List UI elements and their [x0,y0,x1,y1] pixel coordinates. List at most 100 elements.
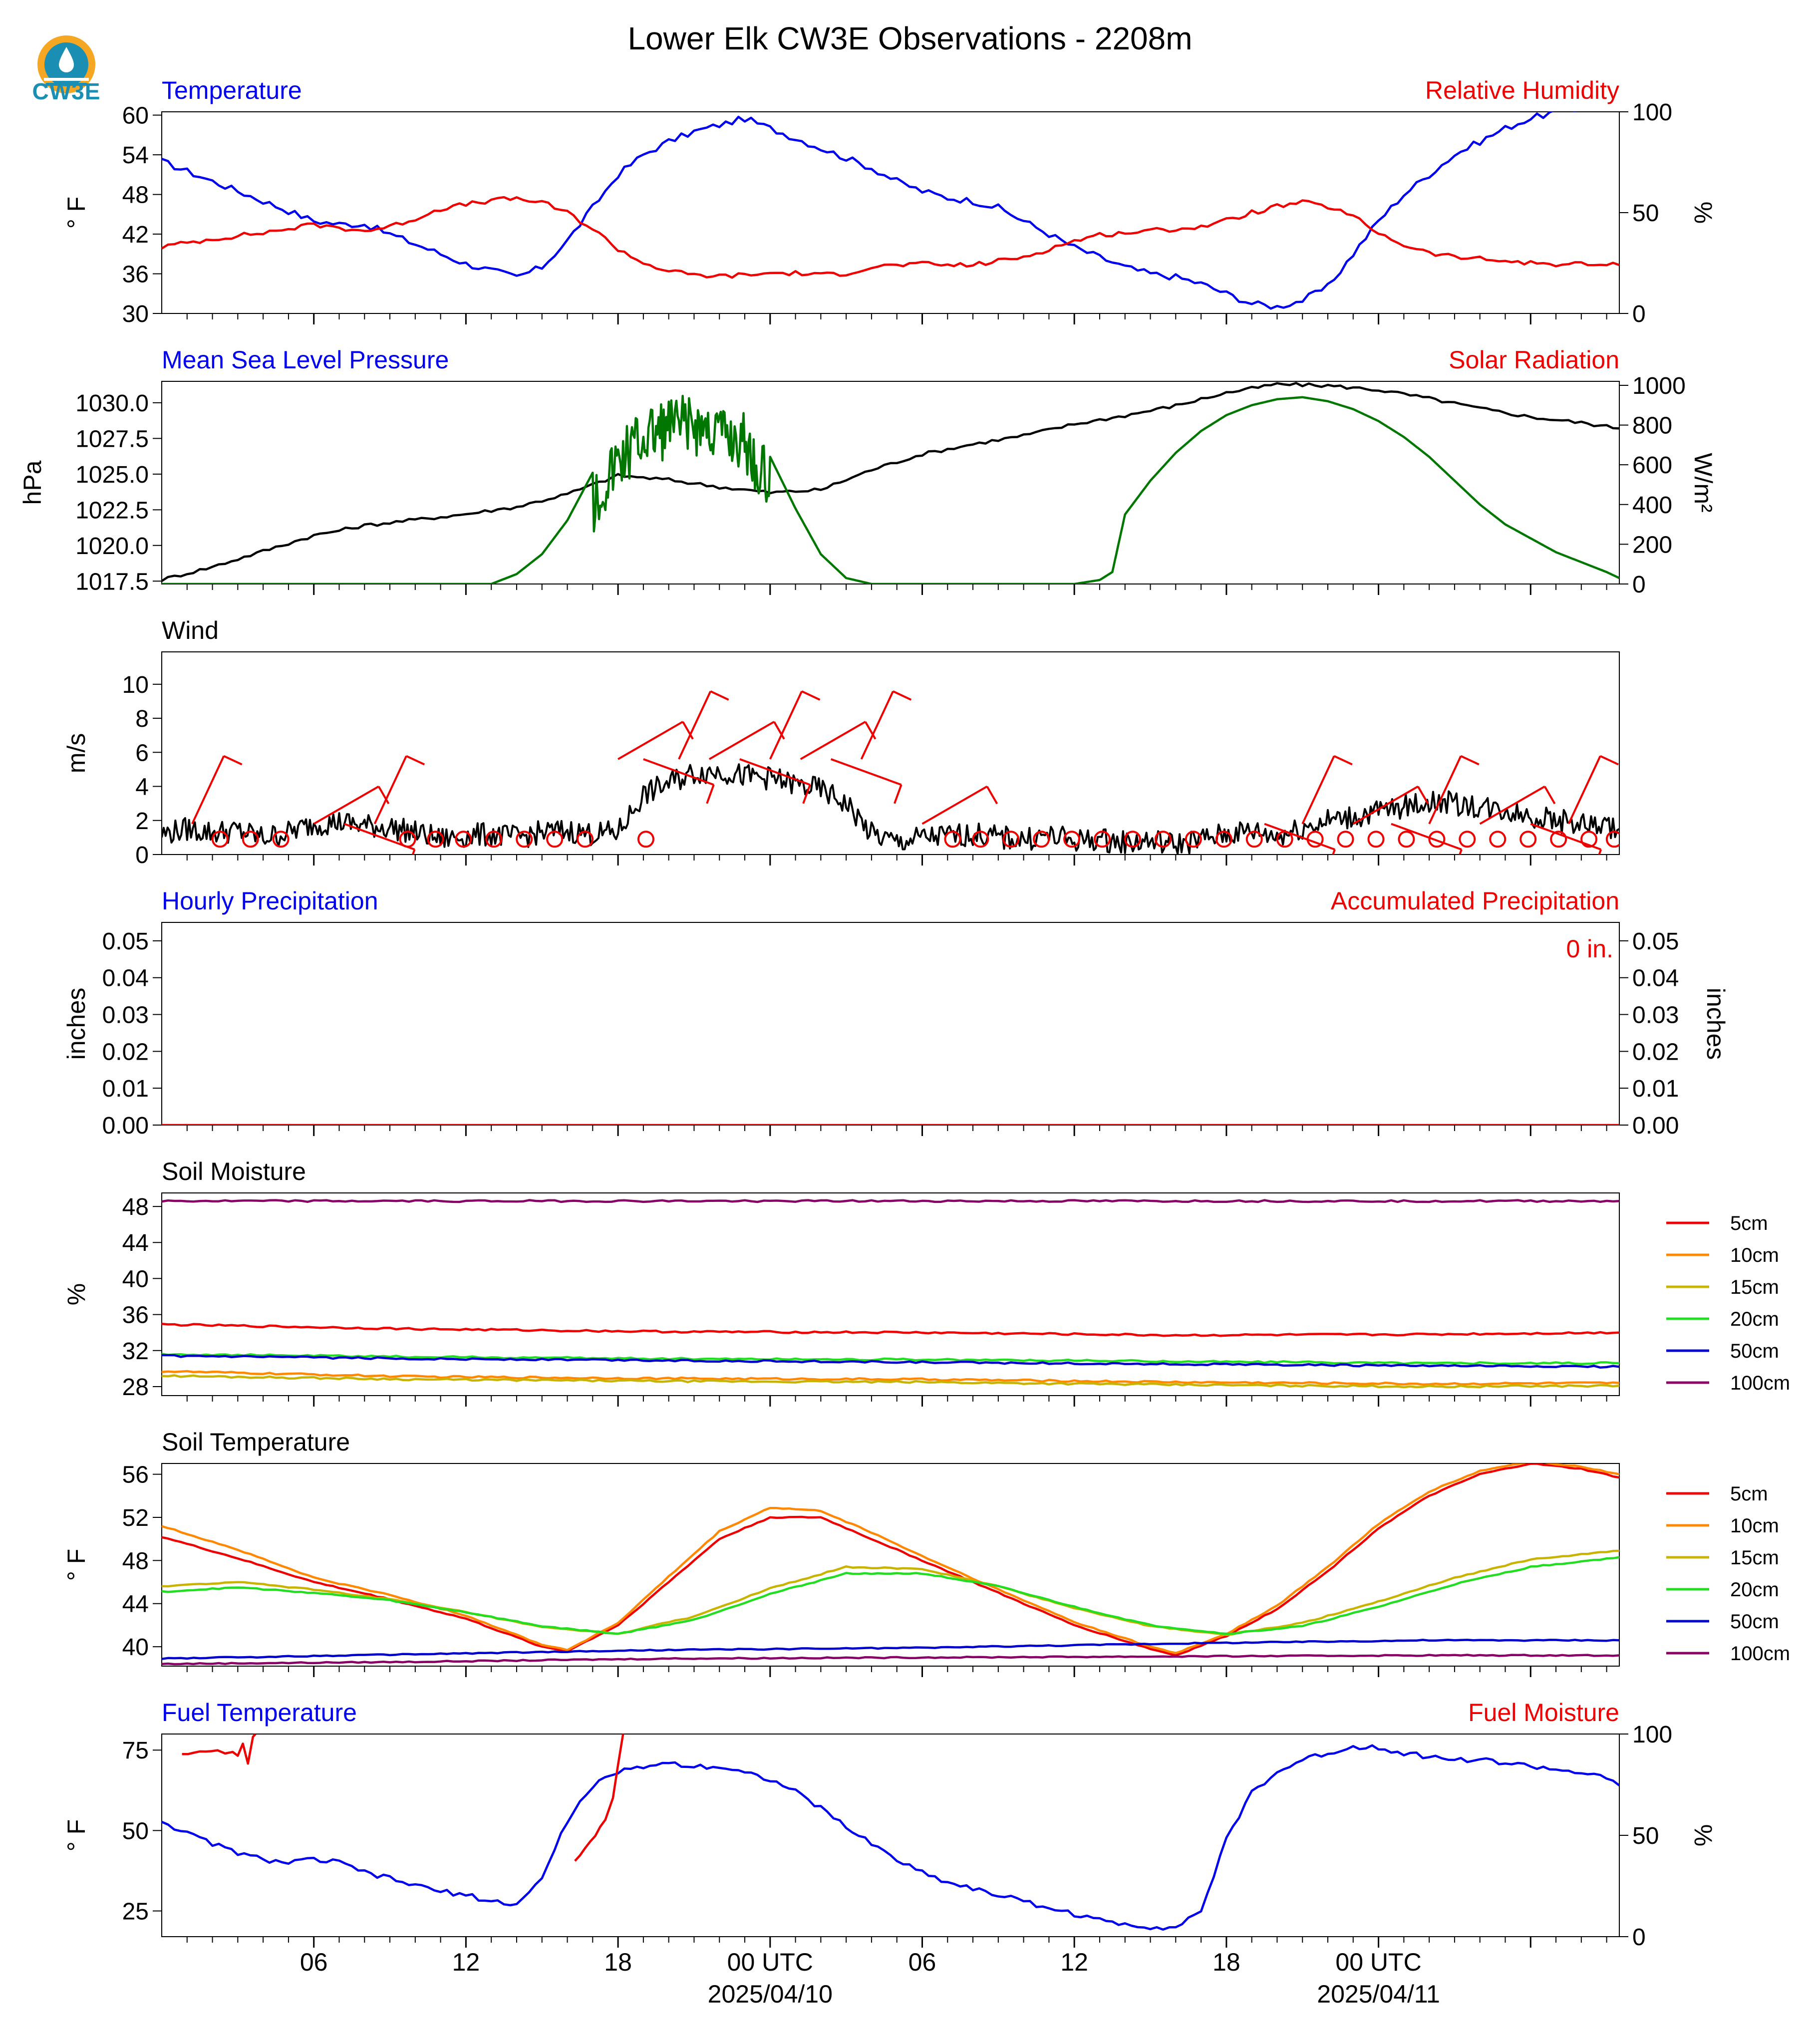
panel-title-right: Solar Radiation [1449,346,1619,374]
y-tick-label: 0.05 [102,928,149,955]
wind-barb-flag [710,690,729,701]
wind-barb [313,785,379,825]
panel-title-left: Temperature [162,76,302,104]
wind-calm-marker [1337,831,1354,848]
legend-label: 100cm [1730,1643,1790,1665]
y-tick-label: 1020.0 [75,533,149,560]
wind-barb-flag [802,784,811,804]
y-tick-label: 44 [122,1591,149,1618]
wind-barb-flag [1417,786,1429,805]
wind-calm-marker [1063,831,1081,848]
y-tick-label-right: 50 [1632,200,1659,227]
y-tick-label: 36 [122,1302,149,1329]
panel-3: Wind 0 2 4 6 8 10 m/s [62,616,1620,869]
y-tick-label: 0.04 [102,965,149,992]
series-line-2 [162,196,1619,279]
panel-frame [161,651,1620,855]
panel-title-left: Hourly Precipitation [162,887,378,915]
wind-calm-marker [1398,831,1415,848]
wind-barb-flag [1459,849,1463,855]
y-tick-label: 52 [122,1505,149,1531]
x-tick-label: 00 UTC [727,1948,813,1976]
legend-label: 20cm [1730,1308,1779,1330]
y-tick-label: 60 [122,103,149,129]
panel-frame [161,1192,1620,1396]
wind-calm-marker [455,831,472,848]
panel-frame [161,1463,1620,1667]
wind-barb-flag [1332,849,1336,855]
x-tick-date-label: 2025/04/10 [708,1980,833,2008]
wind-calm-marker [1245,831,1263,848]
series-line-1 [162,382,1619,582]
wind-barb [800,721,866,760]
wind-barb [1567,755,1601,825]
y-tick-label: 1027.5 [75,426,149,452]
panel-title-left: Soil Moisture [162,1158,306,1185]
y-tick-label-right: 800 [1632,413,1672,439]
series-line-100cm [162,1654,1619,1666]
y-tick-label-right: 50 [1632,1823,1659,1849]
y-tick-label: 48 [122,182,149,209]
y-tick-label: 10 [122,672,149,698]
series-line-100cm [162,1199,1619,1203]
y-tick-label: 1025.0 [75,462,149,488]
wind-barb-flag [411,849,416,855]
y-axis-label: % [62,1283,90,1305]
legend-label: 5cm [1730,1212,1768,1234]
y-tick-label: 0 [135,842,149,869]
wind-barb-flag [893,690,912,701]
y-tick-label: 1030.0 [75,390,149,417]
y-tick-label-right: 1000 [1632,373,1686,399]
legend-label: 100cm [1730,1372,1790,1394]
series-line-10cm [162,1463,1619,1654]
wind-barb [739,758,811,786]
y-axis-label: ° F [62,1819,90,1851]
y-tick-label: 30 [122,301,149,327]
y-tick-label: 0.02 [102,1039,149,1065]
y-tick-label: 56 [122,1462,149,1488]
panel-6: Soil Temperature 40 44 48 52 56 ° F 5cm 10cm 15cm… [62,1428,1790,1677]
wind-calm-marker [211,831,229,848]
legend-label: 50cm [1730,1611,1779,1633]
legend-label: 15cm [1730,1276,1779,1298]
panel-2: Mean Sea Level Pressure Solar Radiation 10… [18,346,1717,598]
y-tick-label-right: 400 [1632,492,1672,519]
panel-title-right: Relative Humidity [1425,76,1619,104]
y-tick-label: 50 [122,1818,149,1844]
y-tick-label: 6 [135,740,149,766]
series-line-1 [162,112,1577,310]
x-tick-label: 06 [909,1948,936,1976]
y-axis-label: inches [62,988,90,1060]
wind-calm-marker [272,831,290,848]
y-tick-label: 40 [122,1266,149,1292]
wind-barb [373,755,407,825]
series-line-15cm [162,1374,1619,1389]
x-tick-date-label: 2025/04/11 [1317,1980,1440,2008]
wind-barb-flag [377,786,390,805]
series-group [162,1734,1619,1931]
panel-frame [161,111,1620,314]
y-axis-label: hPa [18,460,46,505]
y-tick-label-right: 100 [1632,1722,1672,1748]
wind-calm-marker [1094,831,1111,848]
x-tick-label: 12 [1060,1948,1088,1976]
y-tick-label-right: 0.05 [1632,928,1679,955]
wind-barb-flag [864,721,877,740]
wind-calm-marker [1124,831,1141,848]
y-tick-label: 0.03 [102,1002,149,1029]
y-tick-label-right: 0.03 [1632,1002,1679,1029]
series-group [162,1199,1619,1389]
y-tick-label: 40 [122,1634,149,1661]
panel-title-left: Mean Sea Level Pressure [162,346,449,374]
legend-label: 15cm [1730,1547,1779,1569]
wind-barb-flag [706,784,715,804]
wind-barb [769,691,803,760]
accumulated-precipitation-value: 0 in. [1566,935,1613,963]
wind-barb [643,758,714,786]
series-group [162,1463,1619,1666]
wind-barb [1301,755,1335,825]
y-tick-label: 1022.5 [75,497,149,524]
series-line-10cm [162,1370,1619,1386]
wind-barb-flag [1460,755,1480,766]
y-tick-label: 1017.5 [75,569,149,595]
